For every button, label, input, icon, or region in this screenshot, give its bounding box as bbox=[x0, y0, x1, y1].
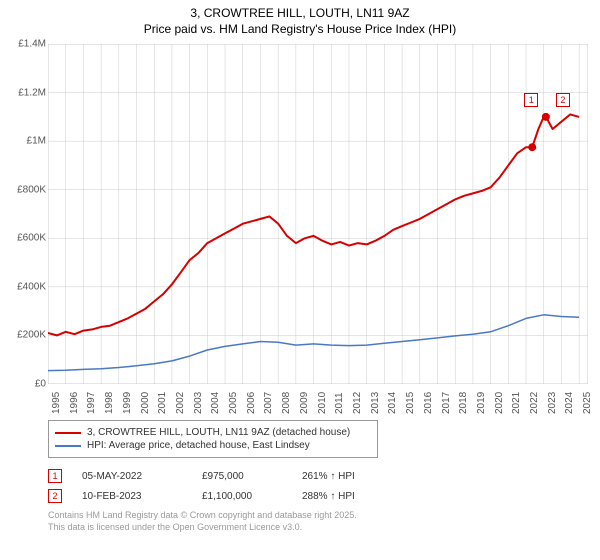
title-block: 3, CROWTREE HILL, LOUTH, LN11 9AZ Price … bbox=[0, 0, 600, 36]
legend-item-property: 3, CROWTREE HILL, LOUTH, LN11 9AZ (detac… bbox=[55, 427, 371, 438]
xtick-label: 2008 bbox=[281, 392, 292, 414]
xtick-label: 2004 bbox=[210, 392, 221, 414]
xtick-label: 2012 bbox=[352, 392, 363, 414]
xtick-label: 2024 bbox=[564, 392, 575, 414]
legend-swatch-property bbox=[55, 432, 81, 434]
chart-container: 3, CROWTREE HILL, LOUTH, LN11 9AZ Price … bbox=[0, 0, 600, 560]
xtick-label: 2025 bbox=[582, 392, 593, 414]
xtick-label: 2006 bbox=[246, 392, 257, 414]
legend: 3, CROWTREE HILL, LOUTH, LN11 9AZ (detac… bbox=[48, 420, 378, 458]
callout-table: 1 05-MAY-2022 £975,000 261% ↑ HPI 2 10-F… bbox=[48, 464, 402, 508]
xtick-label: 1998 bbox=[104, 392, 115, 414]
callout-date-1: 05-MAY-2022 bbox=[82, 471, 202, 482]
ytick-label: £1.2M bbox=[18, 87, 46, 98]
xtick-label: 2016 bbox=[423, 392, 434, 414]
xtick-label: 2002 bbox=[175, 392, 186, 414]
chart-area bbox=[48, 44, 588, 384]
callout-pct-2: 288% ↑ HPI bbox=[302, 491, 402, 502]
xtick-label: 2019 bbox=[476, 392, 487, 414]
xtick-label: 2011 bbox=[334, 392, 345, 414]
callout-row-2: 2 10-FEB-2023 £1,100,000 288% ↑ HPI bbox=[48, 488, 402, 504]
legend-label-property: 3, CROWTREE HILL, LOUTH, LN11 9AZ (detac… bbox=[87, 427, 350, 438]
xtick-label: 1996 bbox=[69, 392, 80, 414]
xtick-label: 2007 bbox=[263, 392, 274, 414]
xtick-label: 2000 bbox=[140, 392, 151, 414]
xtick-label: 2003 bbox=[193, 392, 204, 414]
ytick-label: £800K bbox=[17, 184, 46, 195]
marker-badge-2: 2 bbox=[556, 93, 570, 107]
xtick-label: 2018 bbox=[458, 392, 469, 414]
xtick-label: 2010 bbox=[317, 392, 328, 414]
xtick-label: 2001 bbox=[157, 392, 168, 414]
footer-line1: Contains HM Land Registry data © Crown c… bbox=[48, 510, 357, 522]
xtick-label: 2021 bbox=[511, 392, 522, 414]
legend-label-hpi: HPI: Average price, detached house, East… bbox=[87, 440, 310, 451]
title-subtitle: Price paid vs. HM Land Registry's House … bbox=[0, 22, 600, 36]
callout-pct-1: 261% ↑ HPI bbox=[302, 471, 402, 482]
xtick-label: 1997 bbox=[86, 392, 97, 414]
xtick-label: 2022 bbox=[529, 392, 540, 414]
ytick-label: £1.4M bbox=[18, 39, 46, 50]
ytick-label: £600K bbox=[17, 233, 46, 244]
callout-price-1: £975,000 bbox=[202, 471, 302, 482]
title-address: 3, CROWTREE HILL, LOUTH, LN11 9AZ bbox=[0, 6, 600, 20]
footer-line2: This data is licensed under the Open Gov… bbox=[48, 522, 357, 534]
ytick-label: £400K bbox=[17, 281, 46, 292]
ytick-label: £1M bbox=[27, 136, 46, 147]
footer: Contains HM Land Registry data © Crown c… bbox=[48, 510, 357, 533]
xtick-label: 2009 bbox=[299, 392, 310, 414]
xtick-label: 2014 bbox=[387, 392, 398, 414]
chart-svg bbox=[48, 44, 588, 384]
xtick-label: 2015 bbox=[405, 392, 416, 414]
xtick-label: 2013 bbox=[370, 392, 381, 414]
xtick-label: 2020 bbox=[494, 392, 505, 414]
callout-date-2: 10-FEB-2023 bbox=[82, 491, 202, 502]
callout-badge-1: 1 bbox=[48, 469, 62, 483]
callout-badge-2: 2 bbox=[48, 489, 62, 503]
legend-item-hpi: HPI: Average price, detached house, East… bbox=[55, 440, 371, 451]
ytick-label: £200K bbox=[17, 330, 46, 341]
xtick-label: 1995 bbox=[51, 392, 62, 414]
xtick-label: 1999 bbox=[122, 392, 133, 414]
xtick-label: 2017 bbox=[441, 392, 452, 414]
callout-price-2: £1,100,000 bbox=[202, 491, 302, 502]
xtick-label: 2023 bbox=[547, 392, 558, 414]
marker-badge-1: 1 bbox=[524, 93, 538, 107]
ytick-label: £0 bbox=[35, 379, 46, 390]
legend-swatch-hpi bbox=[55, 445, 81, 447]
xtick-label: 2005 bbox=[228, 392, 239, 414]
callout-row-1: 1 05-MAY-2022 £975,000 261% ↑ HPI bbox=[48, 468, 402, 484]
